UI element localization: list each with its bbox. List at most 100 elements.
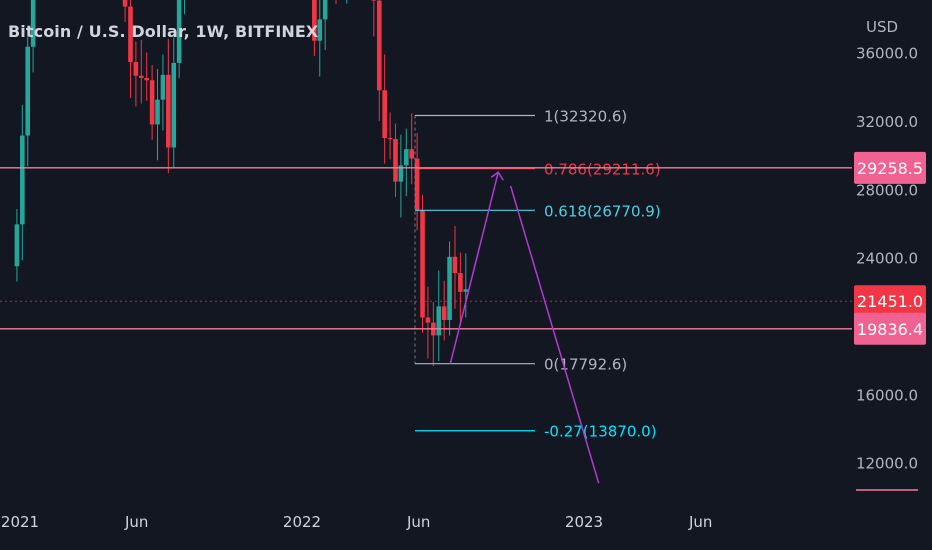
fib-label: -0.27(13870.0) bbox=[544, 423, 657, 441]
candle bbox=[322, 0, 328, 51]
fib-label: 0(17792.6) bbox=[544, 356, 627, 374]
candle bbox=[458, 252, 463, 323]
y-tick-label: 24000.0 bbox=[856, 250, 918, 268]
badge-upper-line-text: 29258.5 bbox=[857, 159, 923, 178]
candle bbox=[387, 112, 393, 160]
candle bbox=[376, 0, 382, 121]
candles-group bbox=[14, 0, 469, 367]
x-tick-label: Jun bbox=[406, 513, 430, 531]
candle bbox=[184, 0, 186, 15]
candle-body bbox=[387, 138, 393, 140]
candle bbox=[463, 253, 469, 318]
candle bbox=[431, 302, 436, 367]
projection-arrows-group bbox=[449, 171, 600, 484]
projection-line-up bbox=[449, 172, 499, 364]
candle bbox=[176, 0, 182, 79]
candle bbox=[149, 64, 155, 140]
candle bbox=[441, 280, 447, 341]
projection-arrowhead bbox=[490, 171, 504, 181]
candle-body bbox=[376, 0, 382, 91]
candle-body bbox=[322, 0, 328, 20]
candle bbox=[166, 39, 171, 174]
candle-body bbox=[463, 289, 469, 292]
candle-body bbox=[393, 138, 398, 182]
candle-body bbox=[128, 6, 133, 63]
candle-body bbox=[447, 256, 452, 321]
candle-body bbox=[20, 135, 25, 225]
candle bbox=[155, 68, 160, 161]
candle-body bbox=[166, 74, 171, 148]
candle bbox=[447, 241, 452, 336]
candle bbox=[404, 128, 409, 197]
x-tick-label: 2022 bbox=[283, 513, 321, 531]
candle bbox=[312, 0, 317, 57]
candle bbox=[409, 113, 415, 185]
badge-upper-line-bg bbox=[854, 151, 926, 184]
candle-body bbox=[382, 90, 387, 139]
candle-body bbox=[30, 0, 36, 47]
candle bbox=[25, 26, 31, 167]
candle-body bbox=[458, 273, 463, 292]
candle bbox=[452, 226, 458, 309]
y-tick-label: 36000.0 bbox=[856, 45, 918, 63]
candle bbox=[14, 208, 20, 282]
candle-body bbox=[138, 75, 144, 79]
candle-body bbox=[436, 306, 442, 336]
candle bbox=[160, 54, 166, 131]
candle-body bbox=[171, 62, 177, 148]
candle bbox=[425, 286, 431, 359]
candle bbox=[128, 0, 133, 98]
candle-body bbox=[312, 0, 317, 41]
candle bbox=[144, 52, 150, 101]
candle-body bbox=[452, 256, 458, 274]
badge-lower-line-text: 19836.4 bbox=[857, 320, 923, 339]
candle bbox=[30, 0, 36, 73]
candle bbox=[436, 270, 442, 362]
fib-group: 1(32320.6) 0.786(29211.6) 0.618(26770.9) 0(… bbox=[414, 108, 661, 441]
candle-body bbox=[149, 80, 155, 125]
y-axis: 12000.016000.020000.024000.028000.032000… bbox=[856, 45, 918, 491]
candle bbox=[122, 0, 128, 22]
candle bbox=[414, 132, 420, 231]
x-tick-label: 2023 bbox=[565, 513, 603, 531]
candle bbox=[317, 0, 323, 77]
x-tick-label: 2021 bbox=[1, 513, 39, 531]
y-tick-label: 16000.0 bbox=[856, 386, 918, 404]
symbol-title: Bitcoin / U.S. Dollar, 1W, BITFINEX bbox=[8, 22, 319, 41]
candle bbox=[346, 0, 348, 4]
candle-body bbox=[122, 0, 128, 7]
horizontal-lines-group bbox=[0, 167, 852, 330]
badge-current-price-text: 21451.0 bbox=[857, 292, 923, 311]
candle-body bbox=[144, 78, 150, 81]
candle-body bbox=[25, 46, 31, 136]
fib-label: 0.618(26770.9) bbox=[544, 202, 661, 220]
candle-body bbox=[398, 165, 404, 182]
badge-upper-line: 29258.5 bbox=[854, 151, 926, 184]
candle bbox=[420, 194, 425, 333]
candle-body bbox=[441, 306, 447, 321]
candle-body bbox=[371, 0, 377, 1]
candle-body bbox=[14, 224, 20, 267]
candle-body bbox=[404, 149, 409, 166]
candle-body bbox=[160, 74, 166, 100]
projection-line-down bbox=[509, 185, 600, 484]
candle bbox=[133, 41, 139, 107]
y-tick-label: 28000.0 bbox=[856, 181, 918, 199]
fib-label: 0.786(29211.6) bbox=[544, 161, 661, 179]
candle-body bbox=[155, 99, 160, 125]
fib-label: 1(32320.6) bbox=[544, 108, 627, 126]
candle bbox=[398, 134, 404, 218]
badge-lower-line-bg bbox=[854, 312, 926, 345]
candle-body bbox=[409, 149, 415, 159]
candle-body bbox=[133, 62, 139, 76]
badge-lower-line: 19836.4 bbox=[854, 312, 926, 345]
candle-body bbox=[425, 317, 431, 323]
currency-label: USD bbox=[866, 18, 899, 36]
x-axis: 2021 Jun 2022 Jun 2023 Jun bbox=[1, 513, 712, 531]
candle-body bbox=[176, 0, 182, 63]
candle bbox=[382, 54, 387, 164]
x-tick-label: Jun bbox=[124, 513, 148, 531]
candle-body bbox=[317, 19, 323, 41]
